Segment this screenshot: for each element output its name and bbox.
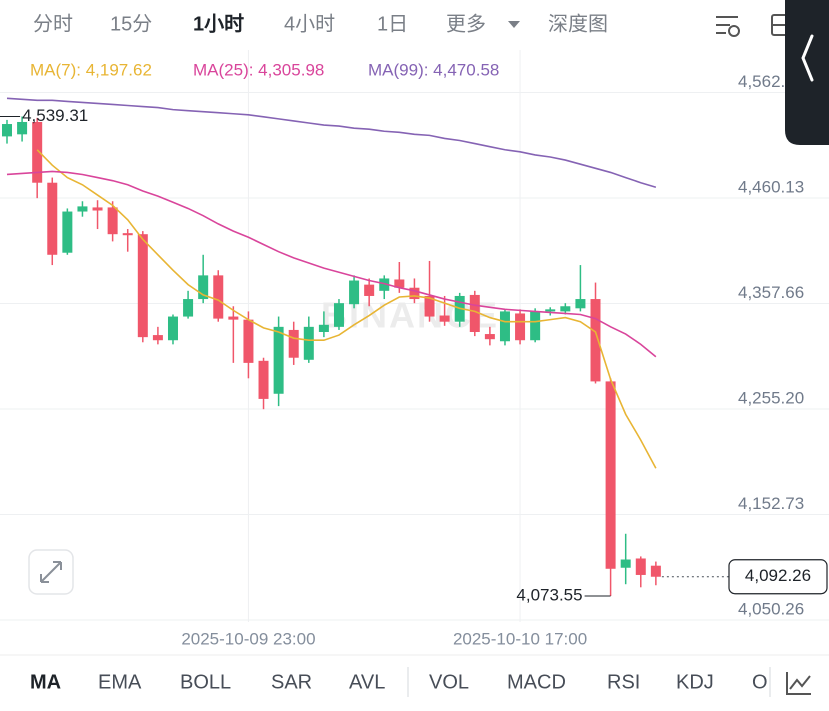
timeframe-tab[interactable]: 1日 xyxy=(377,13,408,35)
indicator-tab[interactable]: MA xyxy=(30,671,61,693)
candle-body xyxy=(364,284,375,296)
legend-entry: MA(99): 4,470.58 xyxy=(368,60,499,79)
candle-body xyxy=(2,124,12,137)
timeframe-tab[interactable]: 分时 xyxy=(33,12,73,35)
plot-area: 4,050.26 4,152.73 4,255.20 4,357.66 4,460.13… xyxy=(0,50,829,648)
candle-body xyxy=(62,211,73,253)
chart-style-icon[interactable] xyxy=(786,672,811,695)
candle-body xyxy=(152,335,163,341)
x-tick-label: 2025-10-10 17:00 xyxy=(453,629,587,648)
candle-body xyxy=(213,275,224,319)
candle-body xyxy=(424,295,435,317)
candle-body xyxy=(575,299,586,309)
low-annotation: 4,073.55 xyxy=(516,585,582,604)
indicator-tab[interactable]: RSI xyxy=(607,671,640,693)
overlay: 4,539.31 4,073.55 4,092.26 xyxy=(0,106,828,604)
candle-body xyxy=(288,329,299,358)
candle-body xyxy=(499,311,510,342)
candle-body xyxy=(349,280,360,305)
y-tick-label: 4,152.73 xyxy=(738,494,804,513)
candle-body xyxy=(560,306,571,312)
candle-body xyxy=(545,309,556,312)
candle-body xyxy=(515,313,526,341)
candle-body xyxy=(122,233,133,236)
candle-body xyxy=(32,121,43,183)
candle-body xyxy=(137,234,148,338)
timeframe-tab[interactable]: 15分 xyxy=(110,12,152,35)
legend-entry: MA(25): 4,305.98 xyxy=(193,60,324,79)
x-tick-label: 2025-10-09 23:00 xyxy=(181,629,315,648)
last-price-box xyxy=(728,559,828,595)
candle-body xyxy=(620,559,631,568)
indicator-tab[interactable]: AVL xyxy=(349,671,385,693)
candle-body xyxy=(530,311,541,341)
candle-body xyxy=(107,207,118,235)
settings-icon[interactable] xyxy=(716,16,740,37)
marks xyxy=(2,97,661,597)
timeframe-tab[interactable]: 4小时 xyxy=(284,12,335,35)
side-drawer-tab[interactable] xyxy=(785,0,829,145)
candle-body xyxy=(394,279,405,288)
y-tick-label: 4,357.66 xyxy=(738,283,804,302)
candle-body xyxy=(198,275,209,300)
candle-body xyxy=(183,299,194,317)
candle-body xyxy=(590,299,601,382)
candle-body xyxy=(228,316,239,320)
candle-body xyxy=(273,326,284,394)
last-price-label: 4,092.26 xyxy=(745,566,811,585)
ma-line xyxy=(36,149,657,469)
candle-body xyxy=(303,326,314,360)
candle-body xyxy=(379,278,390,291)
timeframe-tab[interactable]: 深度图 xyxy=(548,12,608,35)
candle-body xyxy=(484,334,495,340)
indicator-tab[interactable]: BOLL xyxy=(180,671,231,693)
dropdown-arrow[interactable] xyxy=(508,21,520,28)
y-tick-label: 4,460.13 xyxy=(738,178,804,197)
candle-body xyxy=(333,303,344,327)
candle-body xyxy=(650,565,661,577)
candle-body xyxy=(167,316,178,341)
timeframe-tab[interactable]: 1小时 xyxy=(193,12,244,35)
candle-body xyxy=(409,287,420,300)
ma-line xyxy=(6,170,657,358)
candle-body xyxy=(17,121,28,135)
legend-entry: MA(7): 4,197.62 xyxy=(30,60,152,79)
candle-body xyxy=(469,294,480,332)
candle-body xyxy=(243,319,254,363)
candle-body xyxy=(635,558,646,575)
candle-body xyxy=(47,182,58,255)
candle-body xyxy=(605,381,616,569)
ma-line xyxy=(6,97,657,189)
indicator-tab[interactable]: EMA xyxy=(98,671,142,693)
timeframe-tab[interactable]: 更多 xyxy=(446,12,486,35)
candle-body xyxy=(77,206,88,212)
y-tick-label: 4,255.20 xyxy=(738,388,804,407)
indicator-tab[interactable]: O xyxy=(752,671,768,693)
indicator-tab[interactable]: KDJ xyxy=(676,671,714,693)
candle-body xyxy=(92,207,103,211)
expand-button[interactable] xyxy=(28,549,74,595)
candle-body xyxy=(439,315,450,322)
candle-body xyxy=(258,360,269,399)
indicator-tab[interactable]: VOL xyxy=(429,671,469,693)
indicator-tab[interactable]: SAR xyxy=(271,671,312,693)
indicator-tab[interactable]: MACD xyxy=(507,671,566,693)
candle-body xyxy=(318,324,329,332)
high-annotation: 4,539.31 xyxy=(22,106,88,125)
y-tick-label: 4,050.26 xyxy=(738,599,804,618)
